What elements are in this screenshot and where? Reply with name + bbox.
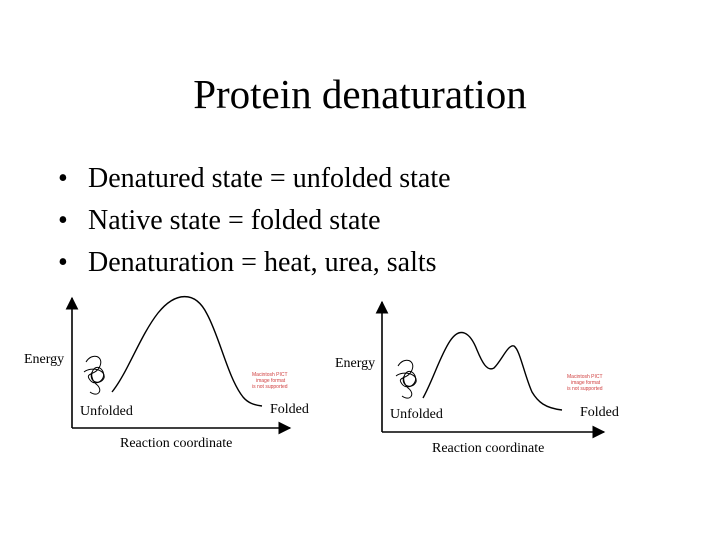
unfolded-label: Unfolded <box>80 404 133 419</box>
unfolded-protein-icon <box>83 355 105 395</box>
folded-label: Folded <box>580 405 619 420</box>
placeholder-line: Macintosh PICT <box>252 372 288 378</box>
energy-curve <box>111 296 263 407</box>
bullet-icon: • <box>58 163 68 194</box>
bullet-text: Denatured state = unfolded state <box>88 163 451 194</box>
energy-diagram-single-barrier: Macintosh PICT image format is not suppo… <box>24 296 309 451</box>
pict-placeholder-icon: Macintosh PICT image format is not suppo… <box>252 372 288 390</box>
unfolded-protein-icon <box>395 359 417 399</box>
bullet-text: Denaturation = heat, urea, salts <box>88 247 437 278</box>
placeholder-line: is not supported <box>252 384 288 390</box>
placeholder-line: Macintosh PICT <box>567 374 603 380</box>
energy-curve <box>422 331 563 411</box>
bullet-icon: • <box>58 247 68 278</box>
x-axis-label: Reaction coordinate <box>120 436 232 451</box>
placeholder-line: is not supported <box>567 386 603 392</box>
placeholder-line: image format <box>571 380 601 386</box>
bullet-list: • Denatured state = unfolded state • Nativ… <box>58 158 451 284</box>
bullet-text: Native state = folded state <box>88 205 381 236</box>
x-axis-label: Reaction coordinate <box>432 441 544 456</box>
folded-label: Folded <box>270 402 309 417</box>
y-axis-label: Energy <box>24 352 64 367</box>
slide-title: Protein denaturation <box>193 71 527 117</box>
bullet-item: • Denaturation = heat, urea, salts <box>58 242 451 284</box>
bullet-item: • Native state = folded state <box>58 200 451 242</box>
energy-diagram-double-barrier: Macintosh PICT image format is not suppo… <box>335 300 619 456</box>
bullet-item: • Denatured state = unfolded state <box>58 158 451 200</box>
pict-placeholder-icon: Macintosh PICT image format is not suppo… <box>567 374 603 392</box>
bullet-icon: • <box>58 205 68 236</box>
unfolded-label: Unfolded <box>390 407 443 422</box>
placeholder-line: image format <box>256 378 286 384</box>
y-axis-label: Energy <box>335 356 375 371</box>
